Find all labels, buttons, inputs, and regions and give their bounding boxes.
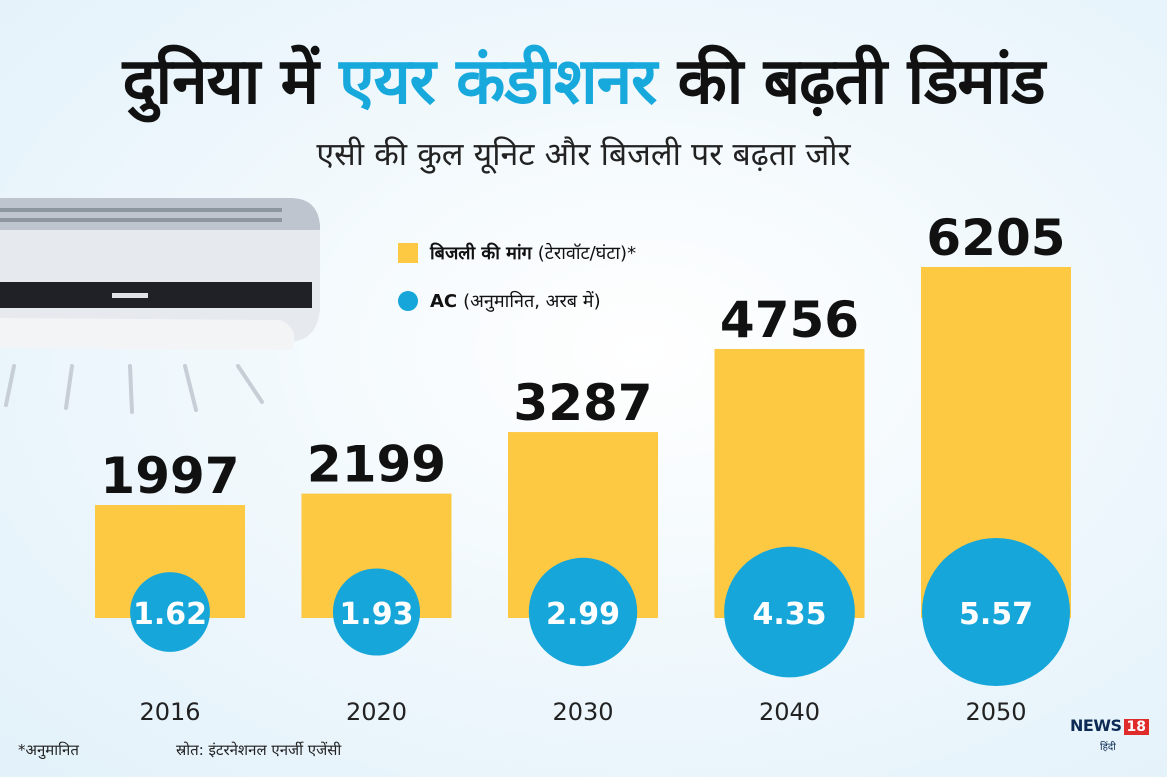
- x-tick-label-2030: 2030: [552, 698, 613, 726]
- x-tick-label-2040: 2040: [759, 698, 820, 726]
- news18-logo-icon: NEWS 18 हिंदी: [1070, 716, 1150, 764]
- legend-dot-label: AC: [430, 290, 458, 312]
- air-conditioner-icon: [0, 198, 320, 414]
- source-note: स्रोत: इंटरनेशनल एनर्जी एजेंसी: [176, 741, 342, 759]
- ac-value-label-2050: 5.57: [959, 597, 1033, 632]
- bar-value-label-2016: 1997: [100, 447, 239, 505]
- legend: बिजली की मांग (टेरावॉट/घंटा)* AC (अनुमान…: [398, 238, 636, 334]
- title-part-1: दुनिया में: [122, 45, 319, 119]
- ac-circle-2016: [130, 572, 210, 652]
- logo-number: 18: [1123, 719, 1149, 735]
- ac-circle-2040: [724, 546, 855, 678]
- legend-bar-unit: (टेरावॉट/घंटा)*: [537, 243, 637, 264]
- bar-value-label-2020: 2199: [307, 436, 446, 494]
- ac-value-label-2016: 1.62: [133, 597, 207, 632]
- bar-value-label-2050: 6205: [926, 209, 1065, 267]
- ac-value-label-2040: 4.35: [752, 597, 826, 632]
- title-part-2: की बढ़ती डिमांड: [677, 45, 1046, 119]
- bar-value-label-2040: 4756: [720, 291, 859, 349]
- ac-circle-2050: [922, 538, 1070, 686]
- legend-bar-label: बिजली की मांग: [430, 243, 532, 264]
- x-tick-label-2020: 2020: [346, 698, 407, 726]
- footnote: *अनुमानित: [18, 741, 79, 759]
- page-title: दुनिया में एयर कंडीशनर की बढ़ती डिमांड: [0, 42, 1167, 122]
- legend-item-electricity: बिजली की मांग (टेरावॉट/घंटा)*: [398, 238, 636, 268]
- bar-value-label-2030: 3287: [513, 374, 652, 432]
- ac-value-label-2030: 2.99: [546, 597, 620, 632]
- ac-value-label-2020: 1.93: [339, 597, 413, 632]
- legend-dot-unit: (अनुमानित, अरब में): [463, 291, 601, 312]
- logo-word: NEWS: [1070, 716, 1122, 735]
- legend-swatch-bar: [398, 243, 418, 263]
- legend-swatch-circle: [398, 291, 418, 311]
- legend-item-ac: AC (अनुमानित, अरब में): [398, 286, 636, 316]
- logo-subtitle: हिंदी: [1100, 742, 1116, 753]
- x-tick-label-2050: 2050: [965, 698, 1026, 726]
- ac-circle-2030: [528, 557, 638, 667]
- page-subtitle: एसी की कुल यूनिट और बिजली पर बढ़ता जोर: [316, 135, 851, 173]
- ac-circle-2020: [332, 568, 421, 656]
- x-tick-label-2016: 2016: [139, 698, 200, 726]
- title-highlight: एयर कंडीशनर: [339, 45, 657, 119]
